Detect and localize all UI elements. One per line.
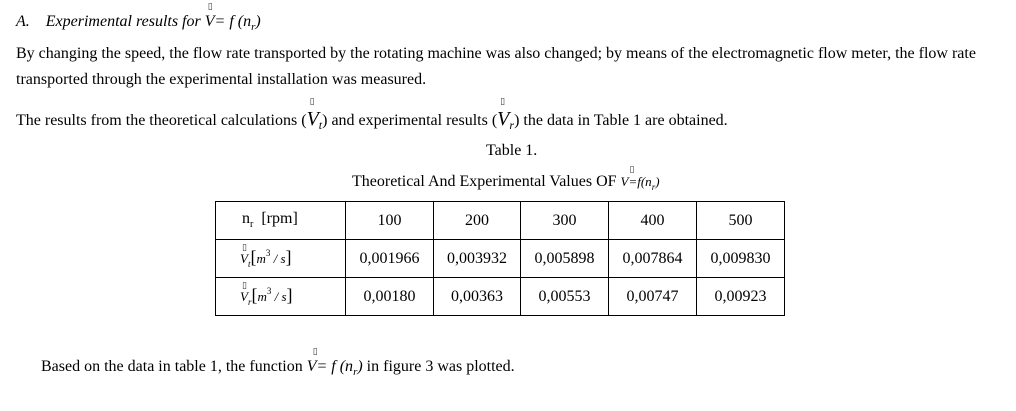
box-glyph-icon: ▯	[207, 1, 213, 11]
paragraph-flow-rate: By changing the speed, the flow rate tra…	[16, 45, 976, 88]
box-glyph-icon: ▯	[312, 346, 318, 356]
section-heading: A. Experimental results for ▯ V= f (nr)	[16, 1, 261, 34]
table-row-theoretical: ▯ Vt[m3 / s] 0,001966 0,003932 0,005898 0…	[215, 239, 785, 278]
speed-header-cell: nr [rpm]	[215, 201, 346, 240]
footer-formula: ▯ V	[306, 346, 318, 376]
table-row-experimental: ▯ Vr[m3 / s] 0,00180 0,00363 0,00553 0,00…	[215, 277, 785, 316]
table-cell: 500	[696, 201, 785, 240]
table-cell: 0,001966	[345, 239, 434, 278]
table-cell: 400	[608, 201, 697, 240]
results-table: nr [rpm] 100 200 300 400 500 ▯ Vt[m3 / s]…	[215, 201, 785, 316]
table-cell: 0,00747	[608, 277, 697, 316]
table-cell: 0,00363	[433, 277, 521, 316]
box-glyph-icon: ▯	[242, 280, 247, 291]
theoretical-header-cell: ▯ Vt[m3 / s]	[215, 239, 346, 278]
table-cell: 300	[520, 201, 609, 240]
table-caption: Theoretical And Experimental Values OF ▯…	[352, 164, 660, 193]
table-cell: 0,007864	[608, 239, 697, 278]
section-heading-text: Experimental results for	[45, 13, 201, 30]
box-glyph-icon: ▯	[242, 242, 247, 253]
table-cell: 0,009830	[696, 239, 785, 278]
vr-symbol: ▯ V	[497, 96, 510, 131]
heading-formula: ▯ V	[204, 1, 215, 31]
table-row-speed: nr [rpm] 100 200 300 400 500	[215, 201, 785, 240]
figure-reference-text: Based on the data in table 1, the functi…	[41, 346, 515, 379]
table-cell: 0,005898	[520, 239, 609, 278]
vt-symbol: ▯ V	[306, 96, 319, 131]
experimental-header-cell: ▯ Vr[m3 / s]	[215, 277, 346, 316]
paragraph-results: The results from the theoretical calcula…	[16, 96, 728, 133]
table-cell: 0,003932	[433, 239, 521, 278]
box-glyph-icon: ▯	[500, 96, 506, 106]
table-cell: 0,00553	[520, 277, 609, 316]
section-number: A.	[16, 13, 30, 30]
table-cell: 0,00923	[696, 277, 785, 316]
table-cell: 200	[433, 201, 521, 240]
caption-formula: ▯ V=f(n	[620, 164, 652, 190]
table-cell: 0,00180	[345, 277, 434, 316]
table-cell: 100	[345, 201, 434, 240]
table-number: Table 1.	[486, 142, 538, 159]
box-glyph-icon: ▯	[309, 96, 315, 106]
box-glyph-icon: ▯	[629, 164, 635, 174]
